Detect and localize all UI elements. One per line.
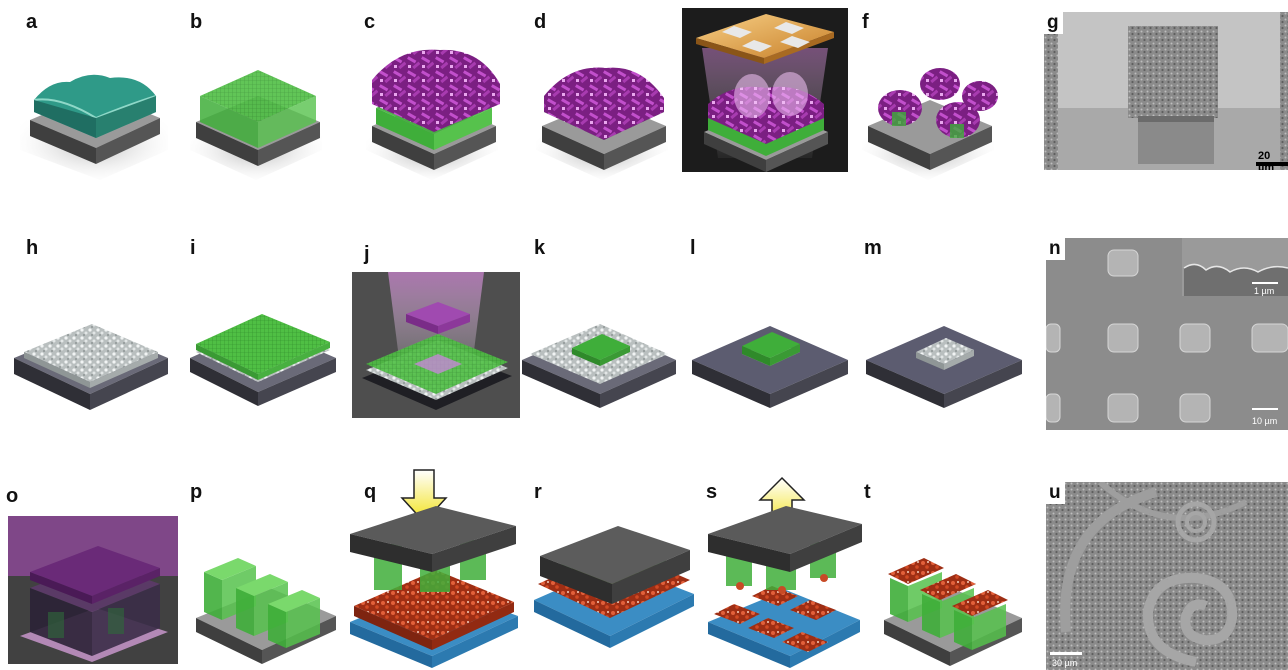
panel-label-j: j [364,243,370,265]
panel-label-h: h [26,237,39,259]
sem-image-g: g 20 µm [1044,12,1288,170]
panel-label-n: n [1046,238,1065,260]
panel-label-g: g [1044,12,1063,34]
panel-label-u: u [1046,482,1065,504]
panel-label-f: f [862,11,869,33]
etched-film-illustration [692,326,848,408]
scale-bar-label-u: 30 µm [1052,658,1078,668]
panel-label-q: q [364,481,377,503]
developed-resist-illustration [522,324,676,408]
polymer-layer-on-substrate-illustration [20,74,168,180]
stamp-release-illustration [708,476,862,668]
nanowire-embedded-illustration [536,67,668,180]
panel-label-m: m [864,237,882,259]
transferred-particle-ridges-illustration [884,558,1022,666]
panel-label-s: s [706,481,718,503]
sem-image-u: u 30 µm [1046,482,1288,670]
sem-micrograph-spiral [1046,482,1288,670]
sem-micrograph-pillar [1044,12,1288,170]
stamp-fabrication-illustration [8,516,178,664]
sem-image-n: n 1 µm 10 µm [1046,238,1288,430]
panel-o: o [6,486,178,664]
panel-label-p: p [190,481,203,503]
nanoparticle-film-illustration [14,324,168,410]
panel-label-k: k [534,237,546,259]
stamp-ridges-illustration [196,558,336,664]
stamp-press-down-illustration [350,469,518,668]
panel-label-r: r [534,481,542,503]
panel-j: j [352,244,520,418]
nanowire-deposition-illustration [366,49,500,180]
panel-label-d: d [534,11,547,33]
panel-label-c: c [364,11,376,33]
panel-label-i: i [190,237,196,259]
panel-label-l: l [690,237,696,259]
panel-e: e [682,8,848,172]
panel-label-t: t [864,481,871,503]
stamp-pressed-illustration [534,526,694,648]
panel-label-o: o [6,485,19,507]
scale-bar-label-g: 20 µm [1258,150,1275,170]
uv-exposure-through-mask-illustration [682,8,848,172]
patterned-nanowire-islands-illustration [862,68,998,180]
patterned-nanoparticle-island-illustration [866,326,1022,408]
resist-coating-illustration [190,314,336,406]
resist-layer-illustration [190,70,322,180]
scale-bar-label-n-inset: 1 µm [1254,286,1275,296]
scale-bar-label-n: 10 µm [1252,416,1278,426]
uv-exposure-resist-illustration [352,272,520,418]
panel-label-b: b [190,11,203,33]
panel-label-a: a [26,11,38,33]
sem-micrograph-square-array [1046,238,1288,430]
